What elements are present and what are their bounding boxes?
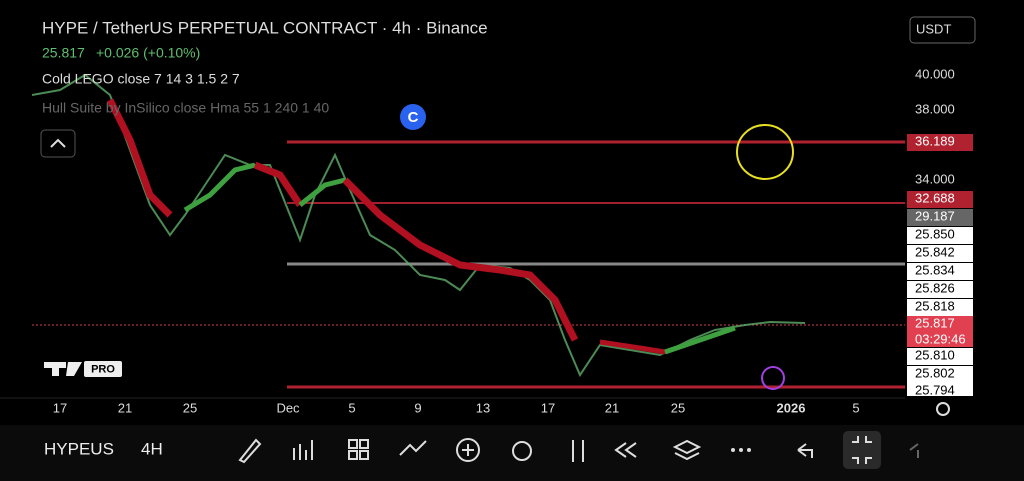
interval[interactable]: 4H <box>141 439 163 458</box>
alert-icon[interactable] <box>512 441 532 461</box>
price-badge <box>907 299 973 316</box>
price-label: 29.187 <box>915 208 955 223</box>
undo-icon[interactable] <box>797 443 813 458</box>
hull-band <box>183 162 256 213</box>
axis-cover <box>905 396 980 400</box>
tv-logo <box>44 362 82 376</box>
price-badge <box>907 383 973 400</box>
price-badge <box>907 227 973 244</box>
time-label: 17 <box>541 400 555 415</box>
price-label: 25.817 <box>915 315 955 330</box>
price-badge <box>907 366 973 383</box>
price-path <box>31 73 806 378</box>
price-label: 25.818 <box>915 298 955 313</box>
indicators-icon[interactable] <box>293 440 313 460</box>
price-label: 25.794 <box>915 382 955 397</box>
currency-button[interactable] <box>909 16 976 44</box>
draw-icon[interactable] <box>238 438 262 464</box>
price-badge <box>907 316 973 347</box>
price-label: 25.842 <box>915 244 955 259</box>
time-label: 25 <box>671 400 685 415</box>
chart-title: HYPE / TetherUS PERPETUAL CONTRACT · 4h … <box>42 18 488 37</box>
price-badge <box>907 348 973 365</box>
layout-icon[interactable] <box>359 439 369 449</box>
time-label: 13 <box>476 400 490 415</box>
time-label: 5 <box>852 400 859 415</box>
price: 25.817 <box>42 45 85 61</box>
currency-label: USDT <box>916 21 951 36</box>
price-label: 38.000 <box>915 101 955 116</box>
hull-band <box>342 177 579 342</box>
hull-band <box>599 339 666 355</box>
hull-band <box>664 325 736 355</box>
price-badge <box>907 134 973 151</box>
chevron <box>50 138 66 148</box>
price-label: 25.802 <box>915 365 955 380</box>
layout-icon[interactable] <box>348 450 358 460</box>
change: +0.026 (+0.10%) <box>96 45 200 61</box>
price-badge <box>907 209 973 226</box>
symbol[interactable]: HYPEUS <box>44 439 114 458</box>
redo-icon[interactable] <box>909 443 919 458</box>
price-label: 34.000 <box>915 171 955 186</box>
time-label: 25 <box>183 400 197 415</box>
more-icon[interactable] <box>731 448 751 452</box>
add-icon[interactable] <box>456 438 480 462</box>
price-badge <box>907 281 973 298</box>
fullscreen-button[interactable] <box>843 431 881 469</box>
toolbar-icons <box>238 438 919 464</box>
time-label: 2026 <box>777 400 806 415</box>
price-label: 25.826 <box>915 280 955 295</box>
coin-letter: C <box>408 109 419 126</box>
yellow-annotation <box>736 124 794 180</box>
price-label: 25.850 <box>915 226 955 241</box>
add-icon-cross <box>462 444 474 456</box>
time-label: 5 <box>348 400 355 415</box>
time-label: 21 <box>118 400 132 415</box>
fullscreen-icon <box>852 436 872 464</box>
compare-icon[interactable] <box>399 440 427 456</box>
layout-icon[interactable] <box>359 450 369 460</box>
time-label: Dec <box>276 400 300 415</box>
indicator: Hull Suite by InSilico close Hma 55 1 24… <box>42 100 329 116</box>
settings-icon[interactable] <box>936 402 950 416</box>
hull-band <box>253 161 303 207</box>
price-badge <box>907 191 973 208</box>
collapse-button[interactable] <box>40 129 76 158</box>
time-label: 9 <box>414 400 421 415</box>
price-label: 25.810 <box>915 347 955 362</box>
time-label: 21 <box>605 400 619 415</box>
price-badge <box>907 245 973 262</box>
coin-icon <box>400 104 426 130</box>
time-label: 17 <box>53 400 67 415</box>
replay-icon[interactable] <box>614 442 637 458</box>
countdown: 03:29:46 <box>915 331 966 346</box>
price-label: 25.834 <box>915 262 955 277</box>
pro-badge <box>84 361 122 377</box>
pro-text: PRO <box>91 363 115 375</box>
layout-icon[interactable] <box>348 439 358 449</box>
indicator: Cold LEGO close 7 14 3 1.5 2 7 <box>42 71 240 87</box>
price-label: 32.688 <box>915 190 955 205</box>
layers-icon[interactable] <box>672 439 702 461</box>
hull-band <box>298 177 346 207</box>
price-badge <box>907 263 973 280</box>
hull-band <box>106 98 173 218</box>
price-label: 40.000 <box>915 66 955 81</box>
event-icon <box>761 366 785 390</box>
price-label: 36.189 <box>915 133 955 148</box>
chart-type-icon[interactable] <box>572 440 584 462</box>
